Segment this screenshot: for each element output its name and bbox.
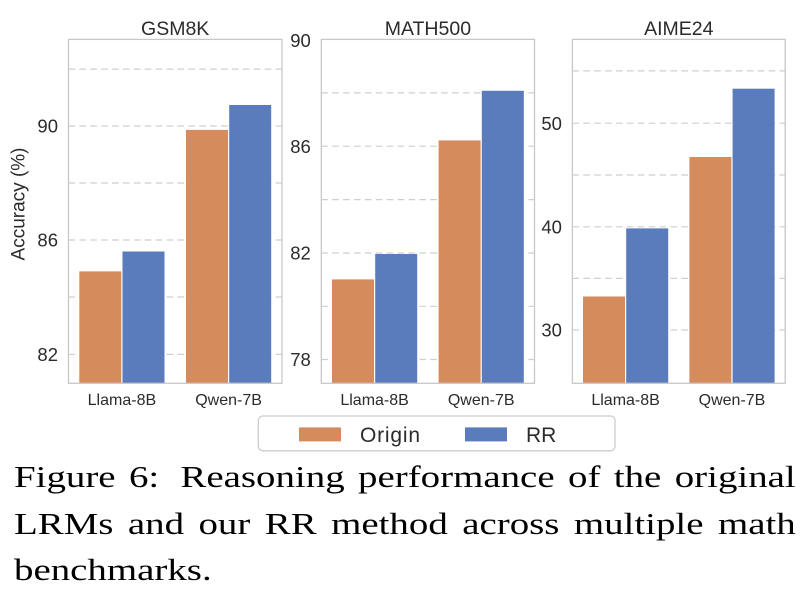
svg-text:Qwen-7B: Qwen-7B xyxy=(699,392,766,409)
svg-text:86: 86 xyxy=(290,136,311,157)
svg-text:Llama-8B: Llama-8B xyxy=(340,392,408,409)
svg-text:82: 82 xyxy=(37,344,58,365)
svg-text:MATH500: MATH500 xyxy=(385,18,471,40)
svg-text:40: 40 xyxy=(541,216,562,237)
svg-text:Qwen-7B: Qwen-7B xyxy=(448,392,515,409)
svg-text:78: 78 xyxy=(290,349,311,370)
svg-text:86: 86 xyxy=(37,230,58,251)
svg-text:Llama-8B: Llama-8B xyxy=(88,392,156,409)
svg-text:RR: RR xyxy=(526,424,556,447)
svg-text:30: 30 xyxy=(541,320,562,341)
svg-text:Accuracy (%): Accuracy (%) xyxy=(8,148,29,261)
svg-text:90: 90 xyxy=(290,30,311,51)
svg-text:Qwen-7B: Qwen-7B xyxy=(195,392,262,409)
svg-text:Llama-8B: Llama-8B xyxy=(591,392,659,409)
svg-text:Origin: Origin xyxy=(360,424,421,447)
svg-text:AIME24: AIME24 xyxy=(644,18,714,40)
svg-text:82: 82 xyxy=(290,243,311,264)
svg-text:50: 50 xyxy=(541,113,562,134)
svg-text:90: 90 xyxy=(37,116,58,137)
svg-text:GSM8K: GSM8K xyxy=(141,18,209,40)
